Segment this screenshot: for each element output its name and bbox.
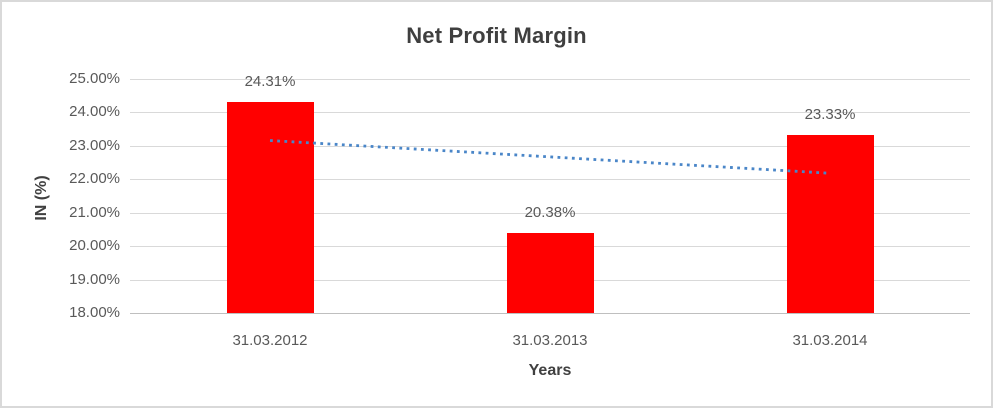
- gridline: [130, 79, 970, 80]
- x-axis-title: Years: [528, 362, 572, 379]
- x-tick-label: 31.03.2012: [232, 332, 308, 349]
- y-tick-label: 25.00%: [69, 70, 120, 87]
- bar: [226, 102, 314, 313]
- x-tick-label: 31.03.2014: [792, 332, 868, 349]
- data-label: 20.38%: [524, 204, 576, 222]
- data-label: 23.33%: [804, 105, 856, 123]
- gridline: [130, 313, 970, 314]
- y-tick-label: 23.00%: [69, 136, 120, 154]
- y-tick-label: 18.00%: [69, 304, 120, 321]
- y-tick-label: 22.00%: [69, 170, 120, 188]
- y-tick-label: 21.00%: [69, 203, 120, 221]
- gridline: [130, 112, 970, 114]
- y-tick-label: 19.00%: [69, 270, 120, 288]
- y-tick-label: 20.00%: [69, 237, 120, 255]
- y-tick-label: 24.00%: [69, 103, 120, 121]
- x-tick-label: 31.03.2013: [512, 332, 588, 349]
- bar: [506, 233, 594, 313]
- bar: [786, 134, 874, 313]
- gridline: [130, 212, 970, 214]
- data-label: 24.31%: [244, 73, 296, 91]
- chart-title: Net Profit Margin: [406, 23, 587, 48]
- gridline: [130, 179, 970, 181]
